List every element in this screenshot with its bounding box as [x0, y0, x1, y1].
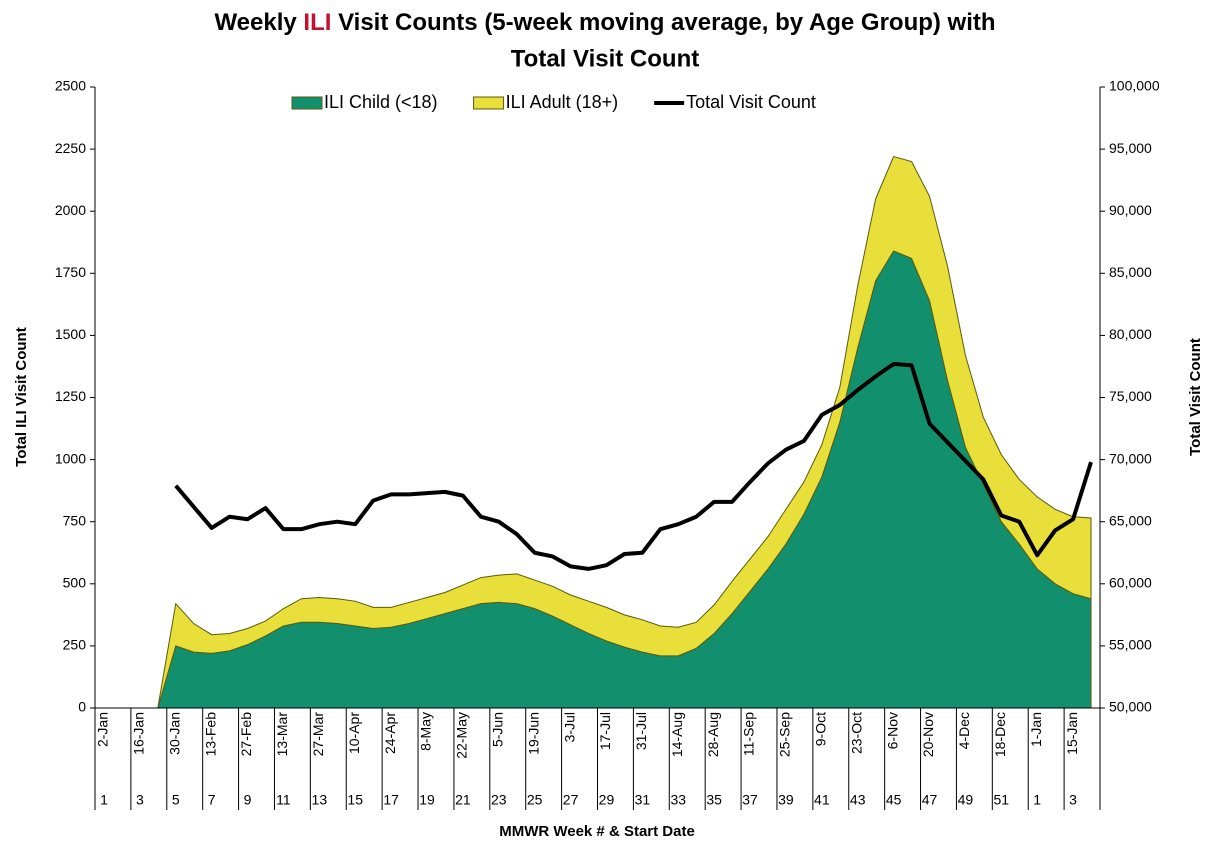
chart-title-line2: Total Visit Count: [511, 45, 699, 72]
area: [103, 155, 1092, 709]
x-tick-label: 13-Feb: [202, 712, 218, 757]
x-tick-label: 30-Jan: [166, 712, 182, 755]
y-tick-label: 1000: [55, 450, 86, 466]
x-tick-label: 31-Jul: [633, 712, 649, 750]
title-part: Weekly: [214, 9, 303, 36]
y2-tick-label: 50,000: [1109, 699, 1152, 715]
y-tick-label: 500: [63, 575, 87, 591]
week-label: 1: [100, 792, 108, 808]
y2-tick-label: 70,000: [1109, 450, 1152, 466]
week-label: 3: [136, 792, 144, 808]
y2-tick-label: 100,000: [1109, 78, 1160, 94]
week-label: 33: [670, 792, 686, 808]
week-label: 25: [527, 792, 543, 808]
week-label: 43: [850, 792, 866, 808]
x-tick-label: 5-Jun: [489, 712, 505, 747]
x-tick-label: 1-Jan: [1028, 712, 1044, 747]
legend-label: ILI Child (<18): [324, 92, 438, 112]
week-label: 13: [312, 792, 328, 808]
y2-tick-label: 80,000: [1109, 326, 1152, 342]
title-highlight: ILI: [303, 9, 331, 36]
y-tick-label: 1750: [55, 264, 86, 280]
legend-swatch: [291, 96, 323, 110]
chart-title: Weekly ILI Visit Counts (5-week moving a…: [214, 9, 995, 36]
x-tick-label: 17-Jul: [597, 712, 613, 750]
x-tick-label: 20-Nov: [920, 712, 936, 757]
x-tick-label: 9-Oct: [813, 712, 829, 746]
x-tick-label: 10-Apr: [346, 712, 362, 754]
week-label: 51: [994, 792, 1010, 808]
x-tick-label: 4-Dec: [956, 712, 972, 749]
x-tick-label: 28-Aug: [705, 712, 721, 757]
week-label: 7: [208, 792, 216, 808]
legend-swatch: [473, 96, 505, 110]
x-tick-label: 13-Mar: [274, 712, 290, 757]
week-label: 49: [958, 792, 974, 808]
y2-tick-label: 65,000: [1109, 512, 1152, 528]
x-tick-label: 2-Jan: [95, 712, 111, 747]
x-tick-label: 27-Mar: [310, 712, 326, 757]
y-tick-label: 250: [63, 637, 87, 653]
week-label: 37: [742, 792, 758, 808]
y2-tick-label: 85,000: [1109, 264, 1152, 280]
week-label: 5: [172, 792, 180, 808]
y2-tick-label: 90,000: [1109, 202, 1152, 218]
legend-label: ILI Adult (18+): [506, 92, 619, 112]
y-tick-label: 1500: [55, 326, 86, 342]
week-label: 11: [276, 792, 291, 808]
week-label: 9: [244, 792, 252, 808]
week-label: 23: [491, 792, 507, 808]
week-label: 39: [778, 792, 794, 808]
title-part: Visit Counts (5-week moving average, by …: [331, 9, 995, 36]
x-tick-label: 23-Oct: [848, 712, 864, 754]
y2-axis-title: Total Visit Count: [1187, 338, 1204, 456]
y-tick-label: 1250: [55, 388, 86, 404]
x-tick-label: 27-Feb: [238, 712, 254, 757]
week-label: 15: [347, 792, 363, 808]
x-tick-label: 8-May: [418, 712, 434, 751]
x-tick-label: 16-Jan: [131, 712, 147, 755]
week-label: 35: [706, 792, 722, 808]
week-label: 1: [1033, 792, 1041, 808]
y-tick-label: 0: [78, 699, 86, 715]
line: [174, 361, 1093, 571]
x-tick-label: 18-Dec: [992, 712, 1008, 757]
week-label: 31: [635, 792, 651, 808]
y2-tick-label: 75,000: [1109, 388, 1152, 404]
legend-label: Total Visit Count: [686, 92, 816, 112]
week-label: 27: [563, 792, 579, 808]
x-tick-label: 3-Jul: [561, 712, 577, 742]
week-label: 17: [383, 792, 399, 808]
y-tick-label: 2500: [55, 78, 86, 94]
x-tick-label: 14-Aug: [669, 712, 685, 757]
week-label: 29: [599, 792, 615, 808]
y2-tick-label: 60,000: [1109, 575, 1152, 591]
x-axis-title: MMWR Week # & Start Date: [499, 823, 695, 840]
week-label: 19: [419, 792, 435, 808]
week-label: 45: [886, 792, 902, 808]
y2-tick-label: 95,000: [1109, 140, 1152, 156]
x-tick-label: 6-Nov: [884, 712, 900, 749]
x-tick-label: 15-Jan: [1064, 712, 1080, 755]
x-tick-label: 11-Sep: [741, 712, 757, 756]
x-tick-label: 25-Sep: [777, 712, 793, 757]
y2-tick-label: 55,000: [1109, 637, 1152, 653]
y-tick-label: 2250: [55, 140, 86, 156]
x-tick-label: 19-Jun: [525, 712, 541, 755]
week-label: 3: [1069, 792, 1077, 808]
week-label: 21: [455, 792, 471, 808]
x-tick-label: 22-May: [454, 712, 470, 759]
y-tick-label: 2000: [55, 202, 86, 218]
week-label: 47: [922, 792, 938, 808]
y-tick-label: 750: [63, 512, 87, 528]
x-tick-label: 24-Apr: [382, 712, 398, 754]
y-axis-title: Total ILI Visit Count: [13, 327, 30, 466]
week-label: 41: [814, 792, 830, 808]
